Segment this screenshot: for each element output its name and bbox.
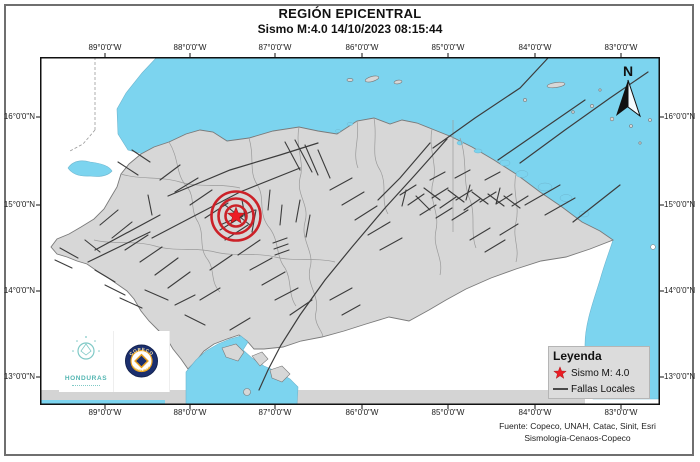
lat-label-left: 16°0'0"N [3,112,35,121]
lon-label-bottom: 89°0'0"W [88,408,122,417]
lon-label-bottom: 88°0'0"W [173,408,207,417]
lon-label-top: 86°0'0"W [345,43,379,52]
epicenter-star-icon [226,206,246,224]
lon-label-bottom: 85°0'0"W [431,408,465,417]
lat-label-right: 13°0'0"N [664,372,696,381]
line-icon [553,388,571,390]
lat-label-left: 14°0'0"N [3,286,35,295]
lake [67,160,113,177]
legend-item-sismo: Sismo M: 4.0 [553,365,645,381]
map-bottom-strip [40,390,585,405]
epicenter-marker [210,190,262,242]
gulf-islands [221,343,291,396]
copeco-logo: COPECO HONDURAS [114,331,170,392]
source-credit: Fuente: Copeco, UNAH, Catac, Sinit, Esri… [460,420,695,444]
offshore-island [650,244,656,250]
axis-ticks [36,53,664,409]
copeco-badge-icon: COPECO HONDURAS [125,344,158,378]
logo-strip: HONDURAS COPECO HONDURAS [59,331,170,392]
honduras-logo-label: HONDURAS [64,375,108,382]
lon-label-top: 87°0'0"W [258,43,292,52]
legend-title: Leyenda [553,349,602,363]
dashed-boundary [69,57,96,152]
lon-label-top: 88°0'0"W [173,43,207,52]
lat-label-right: 16°0'0"N [664,112,696,121]
page-title: REGIÓN EPICENTRAL [278,6,422,21]
lat-label-left: 15°0'0"N [3,200,35,209]
legend: Leyenda Sismo M: 4.0 Fallas Locales [548,346,650,399]
lat-label-right: 14°0'0"N [664,286,696,295]
honduras-logo: HONDURAS [59,331,114,392]
sea-corner-strip [40,400,165,405]
svg-text:COPECO: COPECO [128,347,154,357]
honduras-logo-tagline [72,385,100,386]
legend-item-label: Fallas Locales [571,383,635,395]
lat-label-left: 13°0'0"N [3,372,35,381]
source-line-1: Fuente: Copeco, UNAH, Catac, Sinit, Esri [499,421,656,431]
lat-label-right: 15°0'0"N [664,200,696,209]
legend-item-label: Sismo M: 4.0 [571,367,630,379]
lon-label-bottom: 83°0'0"W [604,408,638,417]
copeco-logo-top-label: COPECO [128,347,154,357]
honduras-landmass [50,117,614,370]
lon-label-top: 89°0'0"W [88,43,122,52]
fault-cluster-east [399,169,529,221]
svg-text:HONDURAS: HONDURAS [132,366,152,374]
gulf-of-fonseca [185,335,299,405]
copeco-logo-bottom-label: HONDURAS [132,366,152,374]
honduras-emblem-icon [72,336,100,360]
map-frame [40,57,660,405]
lon-label-top: 84°0'0"W [518,43,552,52]
lon-label-bottom: 86°0'0"W [345,408,379,417]
lon-label-bottom: 84°0'0"W [518,408,552,417]
islands [346,75,652,145]
lon-label-bottom: 87°0'0"W [258,408,292,417]
lon-label-top: 85°0'0"W [431,43,465,52]
north-arrow-icon: N [616,63,641,118]
legend-item-fallas: Fallas Locales [553,381,645,397]
north-arrow-label: N [623,63,633,79]
source-line-2: Sismología-Cenaos-Copeco [524,433,631,443]
page-subtitle: Sismo M:4.0 14/10/2023 08:15:44 [257,22,443,36]
lon-label-top: 83°0'0"W [604,43,638,52]
figure-border [4,4,694,456]
star-icon [553,366,571,380]
coastal-lagoons [335,122,590,218]
